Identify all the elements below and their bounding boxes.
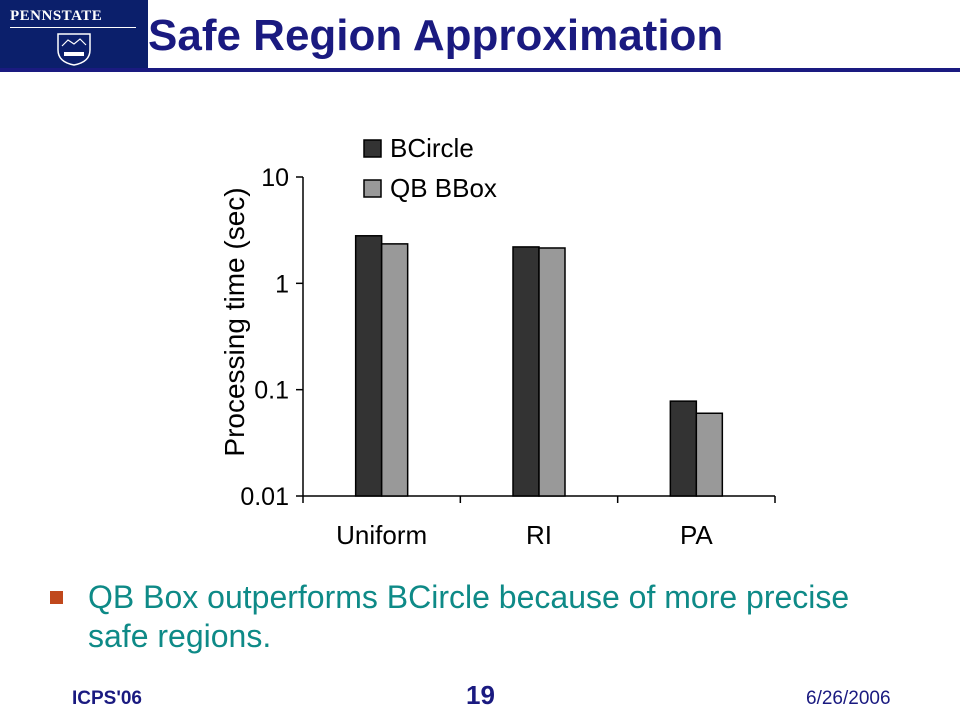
logo-rule <box>10 27 136 28</box>
bullet-text: QB Box outperforms BCircle because of mo… <box>88 579 850 654</box>
bullet-marker <box>50 591 63 604</box>
page-number: 19 <box>466 680 495 710</box>
shield-icon <box>57 33 91 66</box>
y-tick-label: 10 <box>261 164 289 192</box>
bar <box>512 246 540 497</box>
slide-header: PENNSTATE Safe Region Approximation <box>0 0 960 72</box>
penn-state-logo: PENNSTATE <box>0 0 148 72</box>
chart-legend: BCircle QB BBox <box>363 133 497 203</box>
logo-wordmark: PENNSTATE <box>10 8 103 24</box>
y-tick-label: 0.01 <box>240 483 289 511</box>
x-tick-label: Uniform <box>336 520 427 550</box>
legend-label: BCircle <box>390 133 474 163</box>
footer-conference: ICPS'06 <box>72 688 142 709</box>
bar <box>538 247 566 497</box>
bar <box>695 412 724 497</box>
y-axis-label: Processing time (sec) <box>219 187 250 456</box>
y-tick-label: 0.1 <box>254 377 289 405</box>
x-tick-label: RI <box>526 520 552 550</box>
legend-swatch <box>363 179 382 198</box>
y-tick-label: 1 <box>275 270 289 298</box>
legend-label: QB BBox <box>390 173 497 203</box>
bar <box>380 243 409 497</box>
header-rule <box>0 68 960 72</box>
legend-swatch <box>363 139 382 158</box>
bar <box>669 400 698 497</box>
footer-date: 6/26/2006 <box>806 688 891 709</box>
bar <box>354 235 383 497</box>
chart-axes: 0.01 0.1 1 10 Uniform RI PA <box>240 164 776 550</box>
x-tick-label: PA <box>680 520 713 550</box>
slide-title: Safe Region Approximation <box>148 11 724 60</box>
chart-bars <box>354 235 724 497</box>
